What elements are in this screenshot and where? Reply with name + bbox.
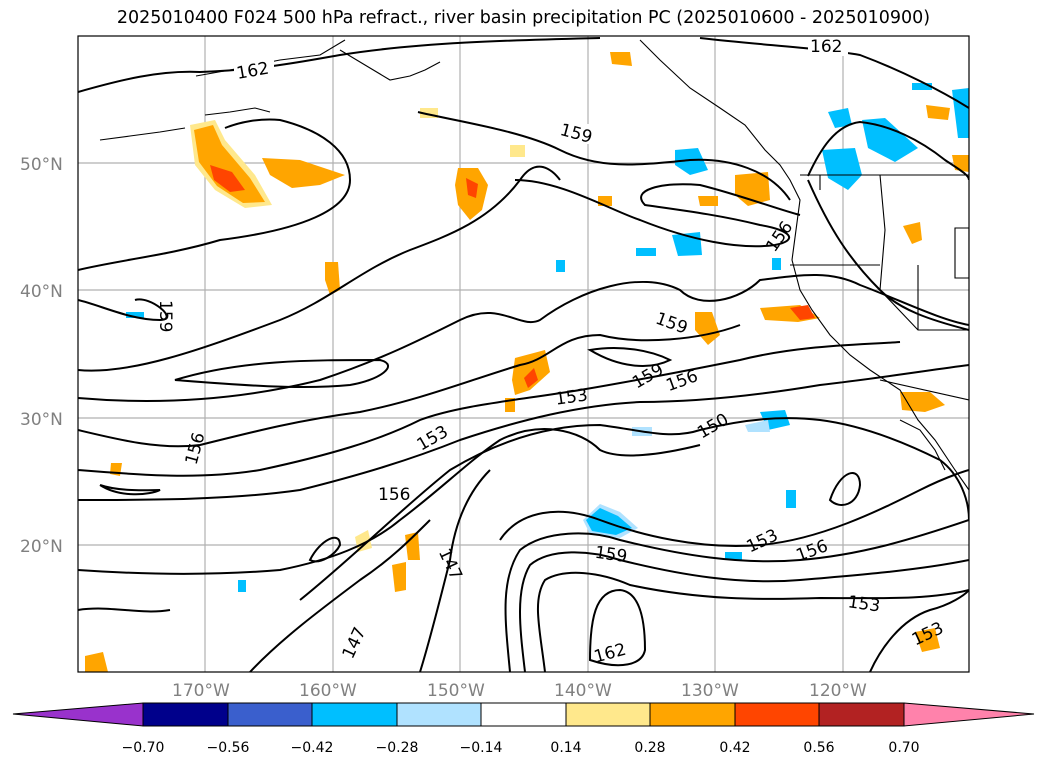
colorbar-segment: [734, 702, 820, 727]
colorbar: [12, 702, 1035, 727]
map-title: 2025010400 F024 500 hPa refract., river …: [116, 8, 931, 28]
lon-label-120w: 120°W: [809, 681, 867, 701]
colorbar-tick-label: −0.70: [122, 740, 165, 756]
colorbar-tick-label: 0.42: [719, 740, 750, 756]
colorbar-segment: [227, 702, 313, 727]
lon-label-160w: 160°W: [299, 681, 357, 701]
contour-label: 156: [378, 485, 410, 505]
colorbar-tick-label: −0.14: [460, 740, 503, 756]
lon-label-140w: 140°W: [554, 681, 612, 701]
colorbar-segment: [12, 702, 144, 727]
latitude-labels: 50°N 40°N 30°N 20°N: [20, 155, 63, 557]
colorbar-tick-label: 0.56: [803, 740, 834, 756]
colorbar-segment: [818, 702, 905, 727]
contour-label: 153: [966, 460, 991, 495]
lat-label-50n: 50°N: [20, 155, 63, 175]
colorbar-ticks: −0.70 −0.56 −0.42 −0.28 −0.14 0.14 0.28 …: [122, 740, 920, 756]
colorbar-tick-label: −0.42: [291, 740, 334, 756]
colorbar-segment: [903, 702, 1035, 727]
colorbar-segment: [649, 702, 736, 727]
colorbar-segment: [565, 702, 651, 727]
contour-labels: 162 162 159 159 159 159 156 156 156 156 …: [155, 36, 991, 667]
positive-anomaly-patches: [85, 52, 969, 672]
lat-label-40n: 40°N: [20, 282, 63, 302]
colorbar-tick-label: 0.70: [888, 740, 919, 756]
longitude-labels: 170°W 160°W 150°W 140°W 130°W 120°W: [172, 681, 867, 701]
contour-label: 162: [810, 37, 842, 57]
lon-label-130w: 130°W: [681, 681, 739, 701]
colorbar-tick-label: −0.56: [207, 740, 250, 756]
contour-label: 159: [155, 300, 175, 332]
lat-label-30n: 30°N: [20, 410, 63, 430]
colorbar-segment: [142, 702, 229, 727]
colorbar-segment: [480, 702, 567, 727]
refractivity-contours: [78, 37, 969, 672]
colorbar-tick-label: 0.14: [550, 740, 581, 756]
map-frame: [77, 35, 970, 673]
colorbar-segment: [311, 702, 398, 727]
colorbar-tick-label: −0.28: [376, 740, 419, 756]
contour-label: 153: [554, 385, 589, 409]
lon-label-150w: 150°W: [427, 681, 485, 701]
lat-label-20n: 20°N: [20, 537, 63, 557]
contour-label: 159: [593, 543, 628, 567]
map-area: 162 162 159 159 159 159 156 156 156 156 …: [78, 36, 991, 672]
colorbar-segment: [396, 702, 482, 727]
lon-label-170w: 170°W: [172, 681, 230, 701]
gridlines: [78, 36, 969, 672]
colorbar-tick-label: 0.28: [634, 740, 665, 756]
contour-label: 153: [847, 592, 882, 616]
